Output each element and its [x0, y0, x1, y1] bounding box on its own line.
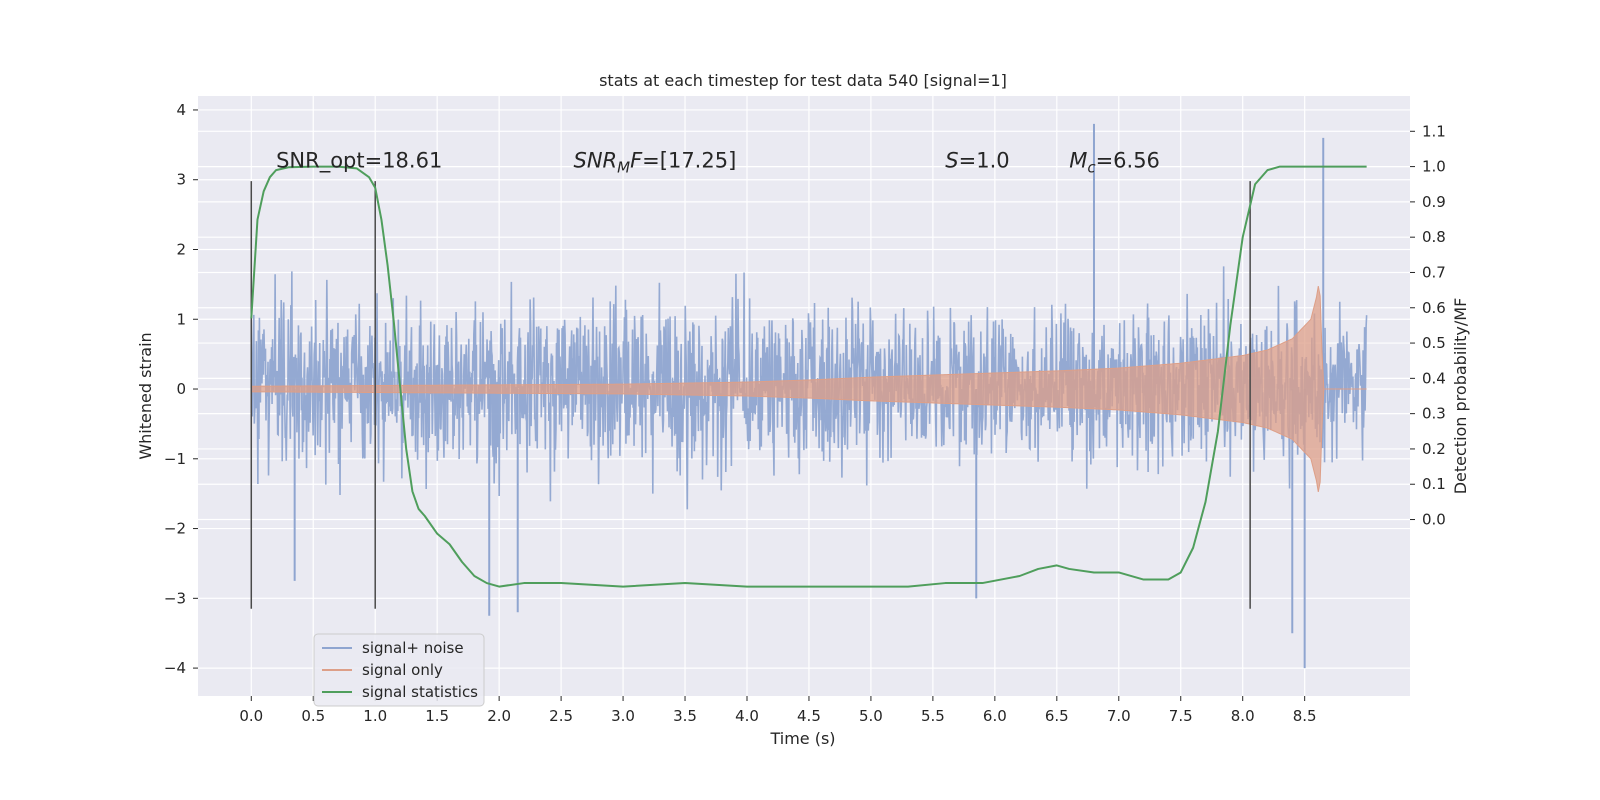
legend-label: signal+ noise	[362, 639, 464, 657]
annotation-base: S	[945, 148, 958, 172]
x-tick-label: 2.5	[549, 707, 573, 725]
y-tick-label: −2	[164, 520, 186, 538]
legend-label: signal only	[362, 661, 443, 679]
plot-area	[250, 123, 1368, 669]
y-axis-label: Whitened strain	[136, 332, 155, 459]
y-right-tick-label: 0.9	[1422, 193, 1446, 211]
axes: 0.0 0.5 1.0 1.5 2.0 2.5 3.0 3.5 4.0 4.5 5.0 5.5 6.0 6…	[164, 101, 1446, 725]
x-tick-label: 0.5	[301, 707, 325, 725]
series-signal-only	[250, 286, 1367, 493]
x-tick-label: 7.5	[1169, 707, 1193, 725]
x-tick-label: 5.0	[859, 707, 883, 725]
x-tick-label: 8.5	[1293, 707, 1317, 725]
y-tick-label: −1	[164, 450, 186, 468]
x-axis-label: Time (s)	[769, 729, 835, 748]
annotation-subscript: M	[617, 158, 630, 176]
y-right-tick-label: 0.4	[1422, 369, 1446, 387]
annotation-base: M	[1069, 148, 1087, 172]
y-tick-label: 3	[176, 171, 186, 189]
y-axis-right-label: Detection probability/MF	[1451, 298, 1470, 495]
annotation-suffix: F	[630, 148, 643, 172]
chart-title: stats at each timestep for test data 540…	[599, 71, 1007, 90]
x-tick-label: 4.0	[735, 707, 759, 725]
annotation-text: Mc=6.56	[1069, 148, 1160, 176]
x-tick-label: 3.0	[611, 707, 635, 725]
y-right-tick-label: 0.0	[1422, 511, 1446, 529]
annotation-text: S=1.0	[945, 148, 1009, 172]
annotation-value: =6.56	[1096, 148, 1160, 172]
y-right-tick-label: 1.0	[1422, 158, 1446, 176]
y-right-tick-label: 0.8	[1422, 228, 1446, 246]
x-tick-label: 6.0	[983, 707, 1007, 725]
y-tick-label: −4	[164, 659, 186, 677]
y-tick-label: −3	[164, 589, 186, 607]
x-tick-label: 8.0	[1231, 707, 1255, 725]
annotation-text: SNR_opt=18.61	[276, 148, 442, 173]
y-right-tick-label: 0.5	[1422, 334, 1446, 352]
x-tick-label: 1.5	[425, 707, 449, 725]
annotation-text: SNRMF=[17.25]	[573, 148, 736, 176]
x-tick-label: 0.0	[239, 707, 263, 725]
x-tick-label: 1.0	[363, 707, 387, 725]
x-tick-label: 6.5	[1045, 707, 1069, 725]
x-tick-label: 4.5	[797, 707, 821, 725]
x-tick-label: 2.0	[487, 707, 511, 725]
annotation-subscript: c	[1087, 158, 1096, 176]
annotation-value: =1.0	[959, 148, 1010, 172]
x-tick-label: 5.5	[921, 707, 945, 725]
legend-label: signal statistics	[362, 683, 478, 701]
annotation-base: SNR	[573, 148, 617, 172]
annotation-value: =[17.25]	[642, 148, 736, 172]
legend: signal+ noise signal only signal statistic…	[313, 633, 485, 707]
y-right-tick-label: 0.7	[1422, 263, 1446, 281]
y-right-tick-label: 0.2	[1422, 440, 1446, 458]
y-tick-label: 1	[176, 310, 186, 328]
y-tick-label: 2	[176, 240, 186, 258]
y-tick-label: 0	[176, 380, 186, 398]
legend-box	[313, 633, 485, 707]
signal-only-envelope	[250, 286, 1367, 493]
annotations: SNR_opt=18.61 SNRMF=[17.25] S=1.0 Mc=6.56	[276, 148, 1160, 176]
x-tick-label: 3.5	[673, 707, 697, 725]
y-right-tick-label: 1.1	[1422, 122, 1446, 140]
x-tick-label: 7.0	[1107, 707, 1131, 725]
signal-noise-line	[250, 266, 1368, 510]
y-right-tick-label: 0.3	[1422, 405, 1446, 423]
y-tick-label: 4	[176, 101, 186, 119]
y-right-tick-label: 0.6	[1422, 299, 1446, 317]
y-right-tick-label: 0.1	[1422, 475, 1446, 493]
signal-statistics-line	[250, 165, 1367, 588]
